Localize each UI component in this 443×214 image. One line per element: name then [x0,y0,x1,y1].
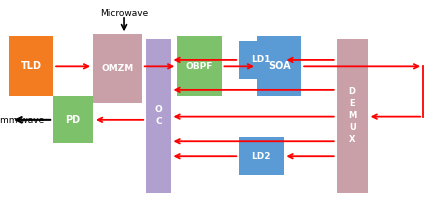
FancyBboxPatch shape [9,36,53,96]
FancyBboxPatch shape [53,96,93,143]
Text: LD2: LD2 [252,152,271,161]
FancyBboxPatch shape [93,34,142,103]
Text: SOA: SOA [268,61,291,71]
Text: LD1: LD1 [252,55,271,64]
Text: OBPF: OBPF [186,62,213,71]
Text: OMZM: OMZM [101,64,133,73]
Text: Microwave: Microwave [100,9,148,18]
Text: O
C: O C [155,105,162,126]
FancyBboxPatch shape [257,36,301,96]
FancyBboxPatch shape [239,137,284,175]
Text: mm wave: mm wave [0,116,45,125]
Text: PD: PD [66,115,81,125]
FancyBboxPatch shape [239,41,284,79]
FancyBboxPatch shape [177,36,222,96]
FancyBboxPatch shape [146,39,171,193]
Text: TLD: TLD [20,61,42,71]
FancyBboxPatch shape [337,39,368,193]
Text: D
E
M
U
X: D E M U X [348,88,356,144]
